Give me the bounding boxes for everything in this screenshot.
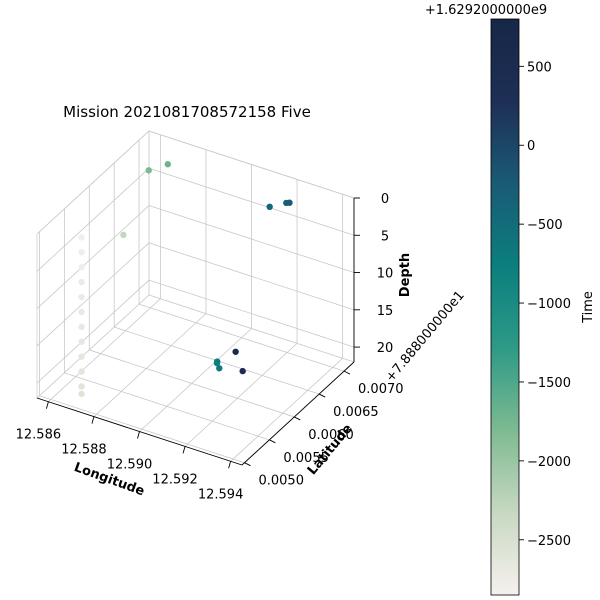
x-tick-label: 12.586 bbox=[16, 428, 62, 443]
data-point bbox=[78, 249, 85, 256]
z-tick-label: 0 bbox=[381, 192, 389, 207]
y-gridline bbox=[39, 395, 245, 464]
data-points bbox=[78, 161, 293, 398]
z-gridline bbox=[148, 242, 355, 311]
chart-title: Mission 2021081708572158 Five bbox=[63, 103, 311, 121]
data-point bbox=[78, 323, 85, 331]
y-tick bbox=[318, 393, 326, 398]
colorbar-gradient bbox=[490, 18, 520, 596]
x-tick bbox=[228, 461, 232, 469]
z-gridline bbox=[148, 279, 355, 348]
x-tick bbox=[182, 446, 186, 454]
y-tick bbox=[244, 462, 251, 467]
data-point bbox=[78, 390, 85, 398]
data-point bbox=[78, 234, 85, 241]
colorbar-offset-text: +1.6292000000e9 bbox=[425, 3, 547, 18]
y-axis-ticks: 0.0050 0.0055 0.0060 0.0065 0.0070 bbox=[244, 370, 404, 489]
colorbar-tick-label: 0 bbox=[527, 139, 535, 154]
colorbar-tick-label: 500 bbox=[527, 60, 552, 75]
axes-pane bbox=[36, 130, 150, 399]
y-tick-label: 0.0065 bbox=[333, 405, 379, 420]
data-point bbox=[232, 348, 239, 355]
z-gridline bbox=[148, 167, 355, 236]
data-point bbox=[78, 383, 85, 390]
z-gridline bbox=[36, 130, 150, 235]
x-gridline bbox=[139, 328, 252, 432]
z-tick-label: 5 bbox=[381, 229, 389, 244]
x-tick-label: 12.588 bbox=[61, 443, 107, 458]
z-gridline bbox=[148, 130, 355, 199]
data-point bbox=[216, 365, 223, 372]
z-tick-label: 15 bbox=[377, 304, 394, 319]
data-point bbox=[78, 308, 85, 316]
data-point bbox=[78, 278, 85, 286]
x-tick-label: 12.590 bbox=[107, 458, 153, 473]
y-gridline bbox=[89, 349, 295, 418]
z-gridline bbox=[36, 167, 150, 272]
data-point bbox=[239, 367, 246, 375]
y-tick bbox=[343, 370, 351, 375]
y-tick-label: 0.0050 bbox=[258, 474, 304, 489]
y-tick bbox=[294, 416, 301, 421]
x-gridline bbox=[48, 298, 161, 403]
data-point bbox=[78, 264, 85, 271]
data-point bbox=[78, 353, 85, 360]
colorbar-tick-label: −500 bbox=[527, 218, 563, 233]
z-gridline bbox=[36, 205, 150, 309]
data-point bbox=[164, 161, 172, 168]
data-point bbox=[78, 368, 85, 375]
colorbar-tick-label: −1500 bbox=[527, 376, 571, 391]
data-point bbox=[78, 338, 85, 345]
axes-grid bbox=[36, 130, 355, 464]
data-point bbox=[286, 199, 293, 206]
x-tick-label: 12.592 bbox=[152, 472, 198, 487]
z-axis-label: Depth bbox=[398, 253, 413, 297]
data-point bbox=[78, 293, 85, 301]
x-gridline bbox=[93, 313, 207, 417]
data-point bbox=[120, 231, 127, 239]
y-tick-label: 0.0060 bbox=[308, 428, 354, 443]
data-point bbox=[214, 358, 221, 365]
y-axis-line bbox=[241, 361, 355, 466]
x-gridline bbox=[230, 357, 343, 462]
data-point bbox=[145, 167, 152, 174]
y-gridline bbox=[64, 372, 270, 441]
z-gridline bbox=[148, 205, 355, 273]
colorbar-tick-label: −2000 bbox=[527, 455, 571, 470]
colorbar-tick-label: −1000 bbox=[527, 297, 571, 312]
x-tick-label: 12.594 bbox=[198, 487, 244, 502]
x-tick bbox=[45, 401, 49, 409]
z-tick-label: 20 bbox=[377, 341, 394, 356]
y-axis-offset-text: +7.888000000e1 bbox=[383, 288, 468, 385]
y-tick-label: 0.0055 bbox=[283, 451, 329, 466]
z-gridline bbox=[36, 242, 150, 347]
y-tick-label: 0.0070 bbox=[358, 382, 404, 397]
z-tick-label: 10 bbox=[377, 267, 394, 282]
y-gridline bbox=[138, 303, 345, 372]
z-gridline bbox=[36, 279, 150, 384]
colorbar-tick-label: −2500 bbox=[527, 534, 571, 549]
colorbar-ticks: 500 0 −500 −1000 −1500 −2000 −2500 bbox=[519, 60, 571, 549]
colorbar: 500 0 −500 −1000 −1500 −2000 −2500 +1.62920000… bbox=[425, 3, 596, 596]
y-tick bbox=[269, 439, 276, 444]
colorbar-label: Time bbox=[581, 291, 596, 324]
z-axis-ticks: 0 5 10 15 20 bbox=[354, 192, 393, 356]
x-tick bbox=[137, 431, 140, 439]
x-gridline bbox=[184, 343, 298, 447]
x-tick bbox=[91, 416, 95, 424]
data-point bbox=[266, 203, 273, 211]
